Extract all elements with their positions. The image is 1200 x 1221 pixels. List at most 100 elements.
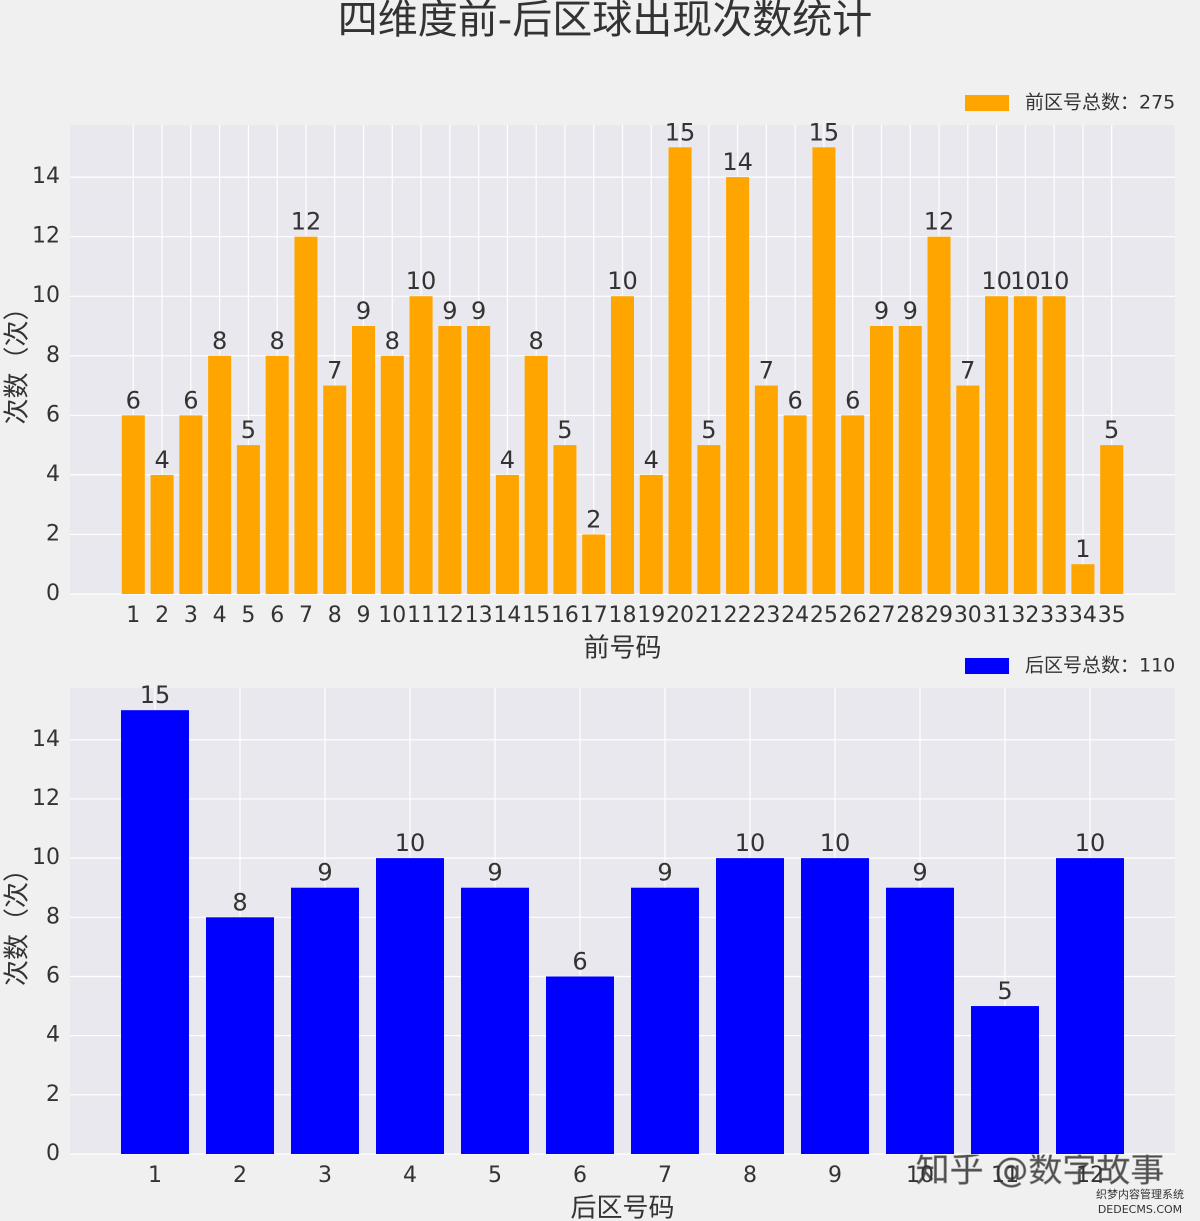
bar bbox=[323, 385, 347, 594]
bar bbox=[801, 858, 869, 1154]
y-tick-label: 2 bbox=[46, 521, 60, 546]
y-tick-label: 4 bbox=[46, 462, 60, 487]
x-tick-label: 4 bbox=[403, 1163, 417, 1188]
x-tick-label: 6 bbox=[270, 603, 284, 628]
bar bbox=[495, 474, 519, 594]
y-tick-label: 10 bbox=[32, 283, 60, 308]
data-label: 10 bbox=[981, 267, 1012, 295]
bar bbox=[294, 236, 318, 594]
x-tick-label: 6 bbox=[573, 1163, 587, 1188]
bar bbox=[409, 296, 433, 594]
bar bbox=[150, 474, 174, 594]
x-tick-label: 5 bbox=[241, 603, 255, 628]
bar bbox=[812, 147, 836, 595]
x-tick-label: 11 bbox=[407, 603, 435, 628]
bar bbox=[956, 385, 980, 594]
bar bbox=[726, 177, 750, 594]
legend-label: 前区号总数：275 bbox=[1025, 92, 1175, 114]
x-tick-label: 1 bbox=[126, 603, 140, 628]
watermark: 知乎 @数字故事 bbox=[916, 1151, 1165, 1191]
x-tick-label: 24 bbox=[781, 603, 809, 628]
watermark: 织梦内容管理系统 bbox=[1096, 1187, 1184, 1201]
bar bbox=[1100, 445, 1124, 594]
data-label: 1 bbox=[1075, 535, 1090, 563]
y-tick-label: 6 bbox=[46, 963, 60, 988]
data-label: 9 bbox=[874, 297, 889, 325]
bar bbox=[1056, 858, 1124, 1154]
x-tick-label: 33 bbox=[1040, 603, 1068, 628]
x-tick-label: 7 bbox=[299, 603, 313, 628]
bar bbox=[1042, 296, 1066, 594]
legend-swatch bbox=[965, 658, 1009, 674]
y-tick-label: 4 bbox=[46, 1023, 60, 1048]
legend-swatch bbox=[965, 95, 1009, 111]
data-label: 7 bbox=[960, 357, 975, 385]
legend-label: 后区号总数：110 bbox=[1025, 655, 1175, 677]
bar bbox=[121, 415, 145, 594]
data-label: 6 bbox=[845, 386, 860, 414]
y-tick-label: 8 bbox=[46, 343, 60, 368]
x-tick-label: 21 bbox=[695, 603, 723, 628]
data-label: 9 bbox=[317, 859, 332, 887]
y-axis-label: 次数（次） bbox=[3, 856, 33, 986]
data-label: 9 bbox=[912, 859, 927, 887]
data-label: 4 bbox=[644, 446, 659, 474]
y-tick-label: 14 bbox=[32, 164, 60, 189]
x-tick-label: 9 bbox=[357, 603, 371, 628]
data-label: 9 bbox=[657, 859, 672, 887]
x-tick-label: 22 bbox=[724, 603, 752, 628]
x-tick-label: 13 bbox=[465, 603, 493, 628]
data-label: 10 bbox=[1010, 267, 1041, 295]
y-tick-label: 8 bbox=[46, 904, 60, 929]
bar bbox=[754, 385, 778, 594]
x-tick-label: 2 bbox=[233, 1163, 247, 1188]
bar bbox=[352, 326, 376, 594]
data-label: 10 bbox=[735, 829, 766, 857]
data-label: 5 bbox=[241, 416, 256, 444]
bar bbox=[582, 534, 606, 594]
data-label: 10 bbox=[820, 829, 851, 857]
x-axis-label: 前号码 bbox=[583, 634, 661, 664]
data-label: 10 bbox=[406, 267, 437, 295]
bar bbox=[927, 236, 951, 594]
bar bbox=[438, 326, 462, 594]
bar bbox=[380, 355, 404, 594]
bar bbox=[1071, 564, 1095, 594]
bar bbox=[631, 887, 699, 1154]
x-tick-label: 12 bbox=[436, 603, 464, 628]
bar bbox=[1013, 296, 1037, 594]
bar bbox=[524, 355, 548, 594]
data-label: 7 bbox=[327, 357, 342, 385]
x-tick-label: 16 bbox=[551, 603, 579, 628]
data-label: 5 bbox=[557, 416, 572, 444]
bar bbox=[841, 415, 865, 594]
y-tick-label: 0 bbox=[46, 1141, 60, 1166]
x-tick-label: 25 bbox=[810, 603, 838, 628]
x-tick-label: 15 bbox=[522, 603, 550, 628]
data-label: 8 bbox=[212, 327, 227, 355]
bar bbox=[206, 917, 274, 1154]
x-tick-label: 20 bbox=[666, 603, 694, 628]
x-tick-label: 35 bbox=[1098, 603, 1126, 628]
x-tick-label: 17 bbox=[580, 603, 608, 628]
x-tick-label: 11 bbox=[991, 1163, 1019, 1188]
bar bbox=[971, 1006, 1039, 1154]
data-label: 10 bbox=[1075, 829, 1106, 857]
bar bbox=[461, 887, 529, 1154]
bar bbox=[639, 474, 663, 594]
bar bbox=[208, 355, 232, 594]
x-tick-label: 9 bbox=[828, 1163, 842, 1188]
data-label: 4 bbox=[154, 446, 169, 474]
data-label: 7 bbox=[759, 357, 774, 385]
x-tick-label: 28 bbox=[896, 603, 924, 628]
y-tick-label: 2 bbox=[46, 1082, 60, 1107]
x-tick-label: 10 bbox=[378, 603, 406, 628]
data-label: 8 bbox=[385, 327, 400, 355]
x-tick-label: 2 bbox=[155, 603, 169, 628]
x-tick-label: 30 bbox=[954, 603, 982, 628]
x-tick-label: 26 bbox=[839, 603, 867, 628]
data-label: 4 bbox=[500, 446, 515, 474]
x-tick-label: 31 bbox=[983, 603, 1011, 628]
data-label: 14 bbox=[722, 148, 753, 176]
